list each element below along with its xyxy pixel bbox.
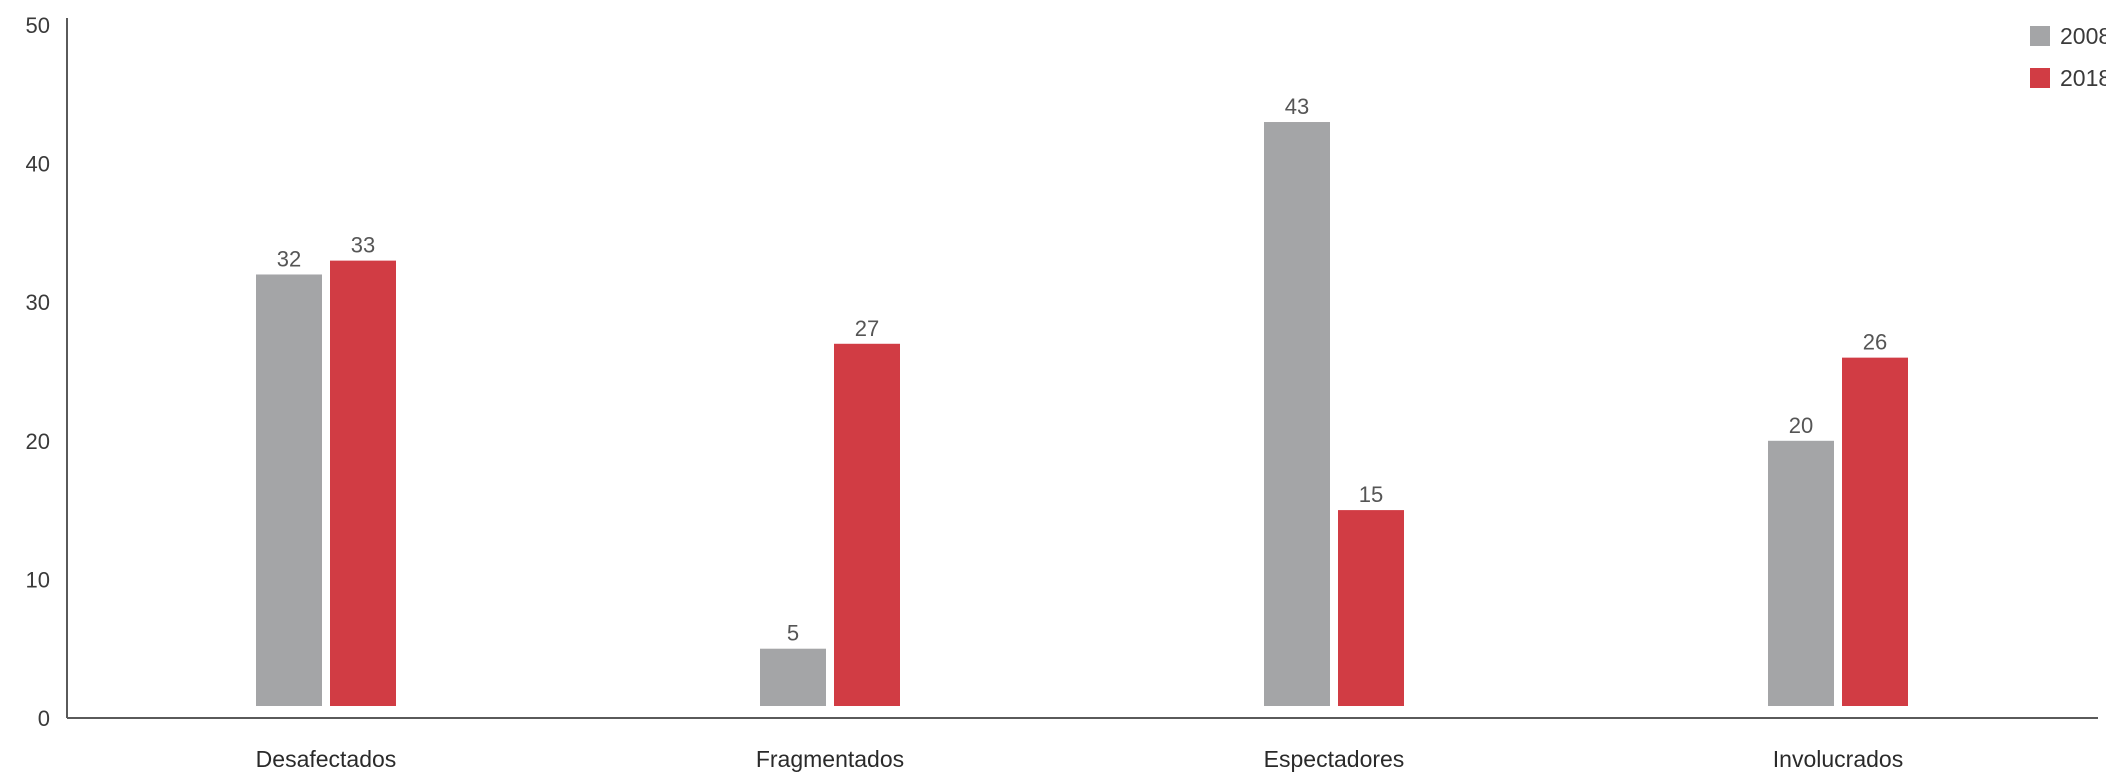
data-label: 32 [277,246,301,271]
data-label: 43 [1285,94,1309,119]
bar-2008-espectadores [1264,122,1330,706]
y-tick-label: 0 [38,706,50,731]
x-category-label: Espectadores [1264,746,1405,772]
y-tick-label: 30 [26,290,50,315]
x-axis-categories: Desafectados Fragmentados Espectadores Invo… [256,746,1904,772]
bar-2018-desafectados [330,260,396,706]
data-label: 5 [787,621,799,646]
legend-label-2008: 2008 [2060,23,2106,49]
x-category-label: Desafectados [256,746,397,772]
data-label: 26 [1863,330,1887,355]
bar-2008-fragmentados [760,648,826,706]
y-tick-label: 10 [26,567,50,592]
data-labels-group: 32 33 5 27 43 15 20 26 [277,94,1887,646]
bar-series-group [256,122,1908,706]
legend-swatch-2018 [2030,68,2050,88]
legend-label-2018: 2018 [2060,65,2106,91]
y-tick-label: 40 [26,152,50,177]
x-category-label: Fragmentados [756,746,904,772]
bar-2018-fragmentados [834,343,900,706]
y-tick-label: 50 [26,13,50,38]
x-category-label: Involucrados [1773,746,1903,772]
data-label: 27 [855,316,879,341]
y-tick-label: 20 [26,429,50,454]
bar-2008-desafectados [256,274,322,706]
y-axis-ticks: 0 10 20 30 40 50 [26,13,50,731]
data-label: 33 [351,233,375,258]
bar-2018-espectadores [1338,510,1404,706]
legend-swatch-2008 [2030,26,2050,46]
data-label: 15 [1359,482,1383,507]
bar-2018-involucrados [1842,357,1908,706]
data-label: 20 [1789,413,1813,438]
legend: 2008 2018 [2030,23,2106,91]
bar-2008-involucrados [1768,440,1834,706]
